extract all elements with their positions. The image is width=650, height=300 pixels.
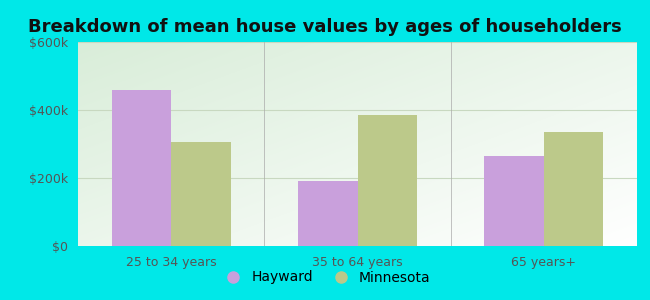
Bar — [484, 156, 544, 246]
Bar — [112, 90, 171, 246]
Bar — [358, 115, 417, 246]
Legend: Hayward, Minnesota: Hayward, Minnesota — [214, 265, 436, 290]
Bar — [544, 132, 603, 246]
Bar — [171, 142, 231, 246]
Bar — [298, 182, 358, 246]
Text: Breakdown of mean house values by ages of householders: Breakdown of mean house values by ages o… — [28, 18, 622, 36]
